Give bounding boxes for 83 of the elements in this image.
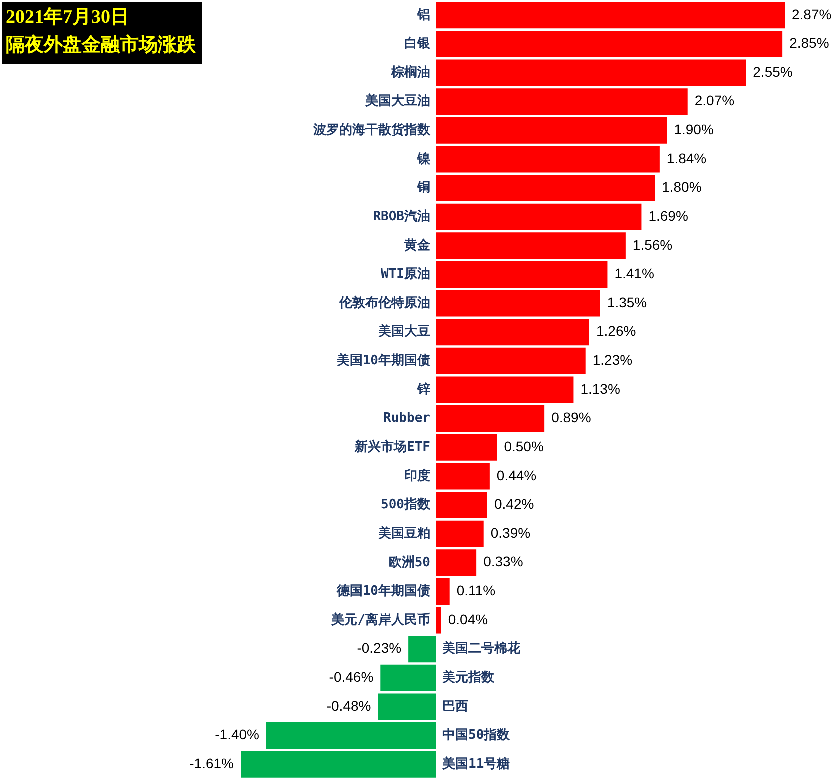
bar: [436, 261, 608, 288]
y-tick-label: WTI原油: [381, 267, 430, 282]
y-tick-label: 美国11号糖: [442, 756, 510, 772]
data-label: 0.42%: [494, 496, 534, 512]
y-tick-label: RBOB汽油: [373, 209, 430, 224]
data-label: -1.61%: [190, 755, 234, 772]
y-tick-label: 德国10年期国债: [336, 584, 430, 600]
bar: [436, 2, 785, 29]
bar: [436, 578, 450, 605]
bar: [436, 463, 490, 490]
bar: [436, 550, 477, 576]
data-label: 2.85%: [790, 35, 830, 52]
y-tick-label: 新兴市场ETF: [354, 439, 431, 456]
data-label: 1.84%: [666, 150, 707, 166]
y-tick-label: 白银: [404, 36, 432, 52]
bar: [378, 694, 436, 720]
y-tick-label: 镍: [416, 152, 432, 167]
bar: [436, 175, 656, 202]
data-label: 1.69%: [648, 208, 688, 224]
bar: [436, 492, 488, 519]
y-tick-label: 锌: [416, 381, 430, 398]
y-tick-label: 黄金: [404, 238, 432, 254]
bar: [436, 348, 586, 374]
y-tick-label: 美国10年期国债: [336, 352, 430, 369]
data-label: 0.11%: [456, 582, 496, 599]
data-label: 0.50%: [504, 438, 544, 454]
data-label: 2.07%: [694, 92, 735, 109]
bar: [436, 146, 660, 173]
data-label: 0.39%: [490, 524, 531, 541]
bar: [436, 117, 668, 144]
bar: [436, 60, 746, 86]
y-tick-label: Rubber: [384, 411, 431, 426]
y-tick-label: 铜: [416, 180, 430, 196]
y-tick-label: 美国二号棉花: [442, 640, 522, 657]
text: 2021年7月30日: [6, 6, 130, 30]
data-label: 2.55%: [753, 64, 793, 80]
bar: [436, 376, 574, 404]
data-label: 1.90%: [674, 122, 714, 138]
y-tick-label: 棕榈油: [390, 64, 430, 80]
text: 隔夜外盘金融市场涨跌: [6, 34, 196, 58]
data-label: 0.33%: [484, 554, 524, 570]
bar: [436, 319, 590, 346]
bar: [241, 751, 436, 778]
y-tick-label: 美元/离岸人民币: [330, 612, 430, 628]
bar: [436, 88, 688, 116]
y-tick-label: 欧洲50: [388, 555, 431, 570]
bar: [266, 722, 436, 750]
data-label: 1.41%: [614, 266, 654, 282]
bar: [380, 664, 436, 692]
bar: [408, 636, 436, 663]
bar: [436, 406, 545, 432]
bar: [436, 204, 642, 230]
y-tick-label: 伦敦布伦特原油: [338, 294, 430, 311]
bar: [436, 290, 600, 317]
y-tick-label: 巴西: [442, 699, 468, 714]
data-label: 1.56%: [632, 236, 673, 253]
data-label: 0.04%: [448, 611, 488, 628]
y-tick-label: 中国50指数: [442, 728, 512, 744]
bar: [436, 30, 783, 58]
data-label: 0.44%: [496, 467, 537, 484]
data-label: 1.26%: [596, 323, 636, 340]
y-tick-label: 美国大豆: [378, 324, 430, 340]
data-label: 1.13%: [580, 380, 620, 397]
y-tick-label: 美元指数: [442, 670, 496, 686]
y-tick-label: 美国大豆油: [364, 93, 430, 110]
data-label: 2.87%: [792, 6, 832, 22]
data-label: -0.46%: [329, 669, 374, 686]
data-label: 0.89%: [552, 410, 592, 426]
y-tick-label: 铝: [416, 8, 430, 23]
bar: [436, 434, 498, 461]
data-label: 1.80%: [662, 179, 702, 196]
y-tick-label: 波罗的海干散货指数: [312, 122, 432, 138]
data-label: 1.23%: [592, 352, 633, 368]
data-label: -1.40%: [215, 726, 260, 743]
y-tick-label: 500指数: [381, 498, 432, 513]
bar: [436, 607, 442, 634]
data-label: -0.48%: [326, 698, 372, 714]
data-label: 1.35%: [607, 294, 648, 310]
y-tick-label: 美国豆粕: [378, 525, 430, 542]
bar: [436, 232, 626, 260]
y-tick-label: 印度: [404, 468, 430, 484]
bar: [436, 520, 484, 548]
data-label: -0.23%: [357, 640, 402, 656]
